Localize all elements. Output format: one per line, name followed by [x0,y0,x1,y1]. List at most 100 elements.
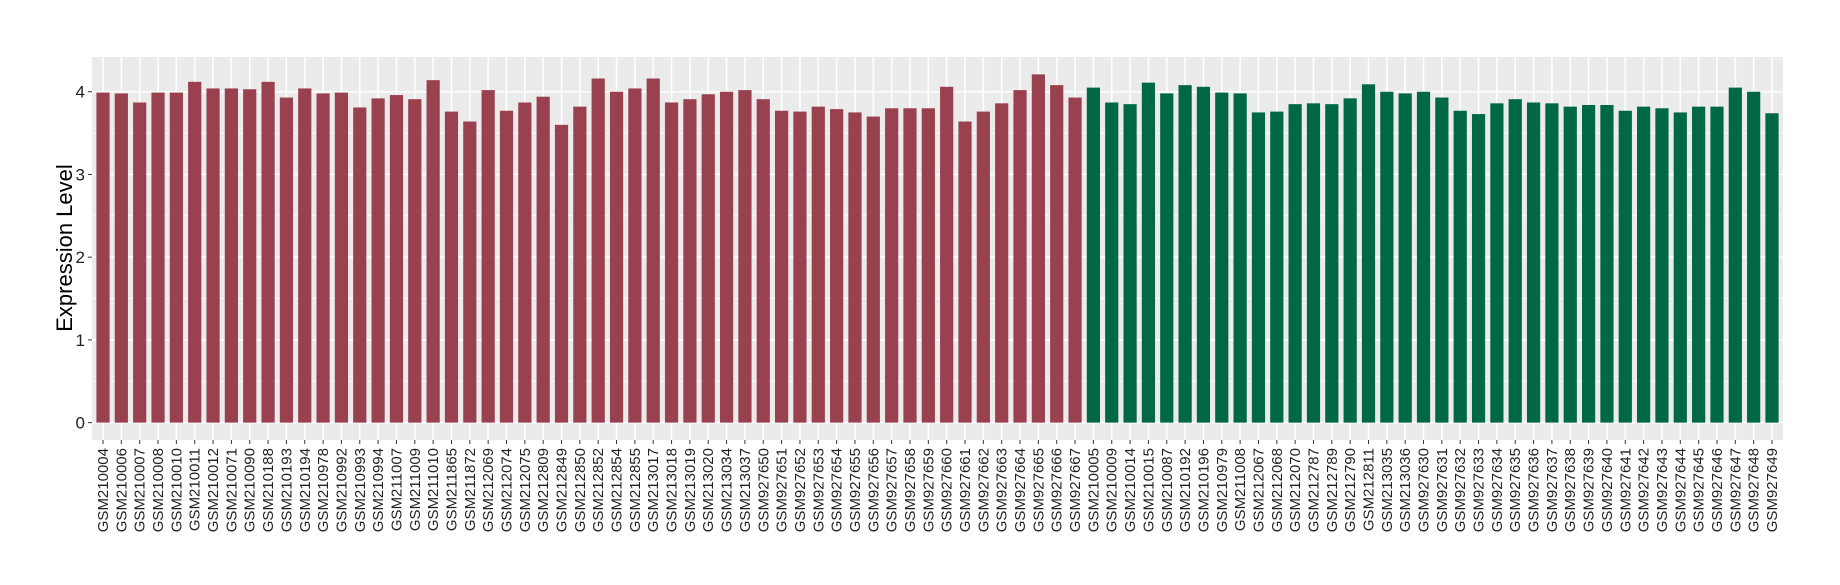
x-tick-label: GSM210009 [1104,448,1121,532]
x-tick-label: GSM927639 [1581,448,1598,532]
x-tick-label: GSM212852 [590,448,607,532]
x-tick-label: GSM927631 [1434,448,1451,532]
bar-GSM212855 [628,88,642,423]
x-tick-label: GSM213034 [719,448,736,532]
y-tick-label: 0 [76,414,85,433]
bar-GSM927642 [1637,106,1651,423]
bar-GSM212067 [1251,112,1266,423]
bar-GSM212809 [536,96,550,423]
x-tick-label: GSM927647 [1727,448,1744,532]
x-tick-label: GSM927641 [1617,448,1634,532]
bar-GSM927640 [1600,104,1614,423]
bar-GSM211865 [444,111,459,423]
x-tick-label: GSM927649 [1764,448,1781,532]
bar-GSM210011 [188,81,202,423]
bar-GSM210188 [261,81,275,423]
x-tick-label: GSM927659 [920,448,937,532]
y-tick-label: 2 [76,248,85,267]
x-tick-label: GSM210978 [315,448,332,532]
x-tick-label: GSM927658 [902,448,919,532]
bar-GSM210004 [96,92,110,423]
bar-GSM210071 [224,88,238,423]
x-tick-label: GSM210011 [187,448,204,531]
bar-GSM210015 [1141,82,1156,423]
x-tick-label: GSM211865 [443,448,460,531]
x-tick-label: GSM927667 [1067,448,1084,532]
bar-GSM927647 [1728,87,1742,423]
x-tick-label: GSM927635 [1507,448,1524,532]
x-tick-label: GSM212068 [1269,448,1286,532]
bars [96,74,1779,423]
x-tick-label: GSM213018 [664,448,681,532]
x-tick-label: GSM212789 [1324,448,1341,532]
x-tick-label: GSM210010 [168,448,185,532]
bar-GSM210008 [151,92,165,423]
x-tick-label: GSM210993 [352,448,369,532]
bar-GSM927657 [885,108,899,423]
y-tick-label: 1 [76,331,85,350]
x-tick-label: GSM212075 [517,448,534,532]
bar-GSM210009 [1105,102,1119,423]
x-tick-label: GSM212850 [572,448,589,532]
bar-GSM927636 [1526,102,1541,423]
x-tick-label: GSM210014 [1122,448,1139,532]
bar-GSM213017 [646,78,660,423]
x-tick-label: GSM212787 [1305,448,1322,532]
x-tick-label: GSM927656 [865,448,882,532]
y-axis-label: Expression Level [52,164,77,332]
bar-GSM211007 [389,95,404,423]
bar-GSM212787 [1306,103,1321,423]
bar-GSM927651 [775,110,789,423]
bar-GSM212852 [591,78,605,423]
x-tick-label: GSM212809 [535,448,552,532]
x-tick-label: GSM927666 [1049,448,1066,532]
x-tick-label: GSM927630 [1416,448,1433,532]
bar-GSM927655 [848,112,862,423]
x-tick-label: GSM212790 [1342,448,1359,532]
x-tick-label: GSM212811 [1361,448,1378,531]
bar-GSM210005 [1086,87,1100,423]
x-tick-label: GSM211009 [407,448,424,531]
x-tick-label: GSM212849 [554,448,571,532]
bar-GSM927661 [958,121,972,423]
x-tick-label: GSM927636 [1526,448,1543,532]
bar-GSM210993 [353,107,367,423]
bar-GSM927652 [793,111,807,423]
bar-GSM213035 [1380,91,1394,423]
x-tick-label: GSM212855 [627,448,644,532]
x-tick-label: GSM213019 [682,448,699,532]
x-tick-label: GSM927638 [1562,448,1579,532]
x-tick-label: GSM927650 [755,448,772,532]
bar-GSM211008 [1233,93,1247,423]
x-tick-label: GSM213017 [645,448,662,532]
bar-GSM210010 [169,92,183,423]
bar-GSM927637 [1545,103,1559,423]
x-tick-label: GSM927634 [1489,448,1506,532]
bar-GSM210090 [243,89,257,423]
x-tick-label: GSM210007 [132,448,149,532]
bar-GSM212854 [609,91,624,423]
bar-GSM927656 [866,116,880,423]
bar-GSM213037 [738,90,752,423]
x-tick-label: GSM210194 [297,448,314,532]
x-tick-label: GSM210196 [1195,448,1212,532]
bar-GSM213018 [664,102,679,423]
bar-GSM213036 [1398,93,1412,423]
bar-GSM927632 [1453,110,1467,423]
bar-GSM212790 [1343,98,1357,423]
x-tick-label: GSM210071 [223,448,240,532]
bar-GSM927639 [1581,104,1596,423]
x-tick-label: GSM927652 [792,448,809,532]
bar-GSM210012 [206,88,220,423]
bar-GSM211009 [408,99,422,423]
bar-GSM927643 [1655,108,1669,423]
bar-GSM927666 [1050,85,1064,423]
bar-GSM927658 [903,108,917,423]
bar-GSM210196 [1196,86,1211,423]
x-tick-label: GSM927663 [994,448,1011,532]
bar-GSM212074 [499,110,514,423]
x-tick-label: GSM927632 [1452,448,1469,532]
bar-GSM210994 [371,98,385,423]
bar-GSM210979 [1215,92,1229,423]
